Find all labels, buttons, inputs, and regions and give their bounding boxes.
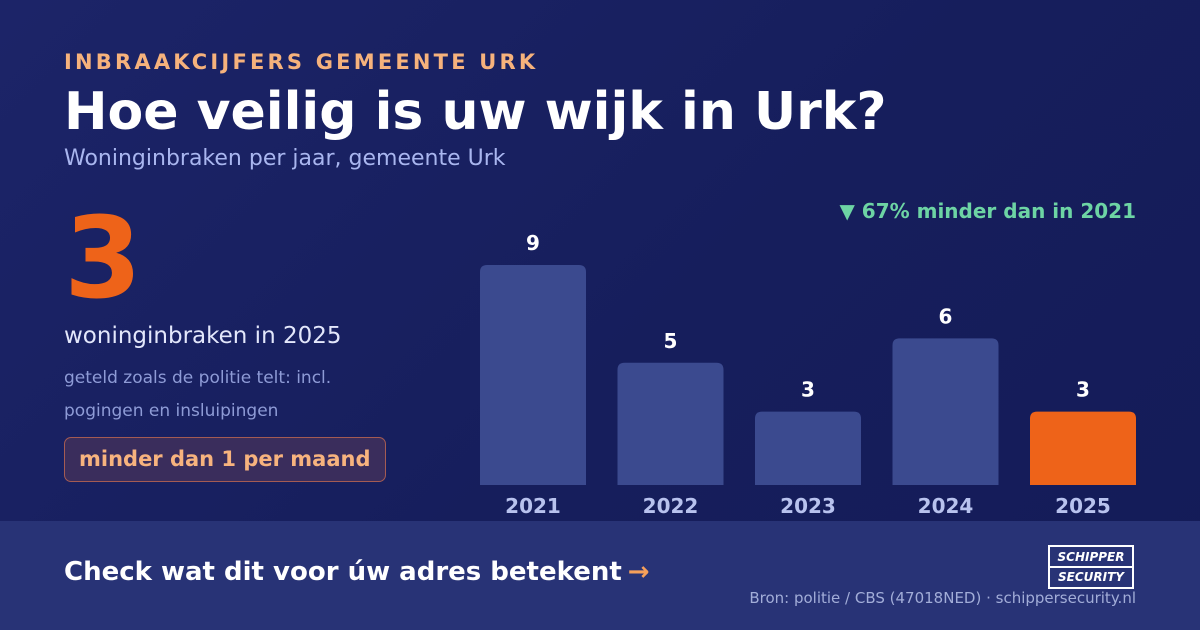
value-label-2024: 6 <box>939 304 953 328</box>
category-label-2025: 2025 <box>1055 494 1111 518</box>
bar-chart: 9 2021 5 2022 3 2023 6 2024 3 2025 <box>480 231 1136 518</box>
bar-2025 <box>1030 411 1136 485</box>
bar-2022 <box>617 362 724 485</box>
category-label-2023: 2023 <box>780 494 836 518</box>
category-label-2021: 2021 <box>505 494 561 518</box>
value-label-2025: 3 <box>1076 378 1090 402</box>
logo-line-1: SCHIPPER <box>1057 550 1125 564</box>
category-label-2022: 2022 <box>643 494 699 518</box>
methodology-note: geteld zoals de politie telt: incl. pogi… <box>64 368 332 421</box>
bar-2023 <box>755 411 861 485</box>
highlight-caption: woninginbraken in 2025 <box>64 323 342 349</box>
bar-2024 <box>892 338 999 485</box>
footer-bar: Check wat dit voor úw adres betekent → SC… <box>0 521 1200 630</box>
value-label-2022: 5 <box>664 329 678 353</box>
cta-text: Check wat dit voor úw adres betekent <box>64 557 622 587</box>
change-indicator: ▼ 67% minder dan in 2021 <box>839 199 1136 223</box>
eyebrow-label: INBRAAKCIJFERS GEMEENTE URK <box>64 50 539 74</box>
arrow-right-icon: → <box>627 557 650 587</box>
source-credit: Bron: politie / CBS (47018NED) · schippe… <box>749 589 1136 607</box>
brand-logo: SCHIPPER SECURITY <box>1048 545 1134 589</box>
logo-divider <box>1050 566 1132 568</box>
monthly-badge: minder dan 1 per maand <box>64 437 386 482</box>
value-label-2023: 3 <box>801 378 815 402</box>
bar-2021 <box>480 265 586 485</box>
highlight-number: 3 <box>64 194 142 324</box>
page-title: Hoe veilig is uw wijk in Urk? <box>64 82 887 142</box>
logo-line-2: SECURITY <box>1058 570 1124 584</box>
cta-link[interactable]: Check wat dit voor úw adres betekent → <box>64 557 650 587</box>
category-label-2024: 2024 <box>918 494 974 518</box>
page-subtitle: Woninginbraken per jaar, gemeente Urk <box>64 146 506 171</box>
value-label-2021: 9 <box>526 231 540 255</box>
